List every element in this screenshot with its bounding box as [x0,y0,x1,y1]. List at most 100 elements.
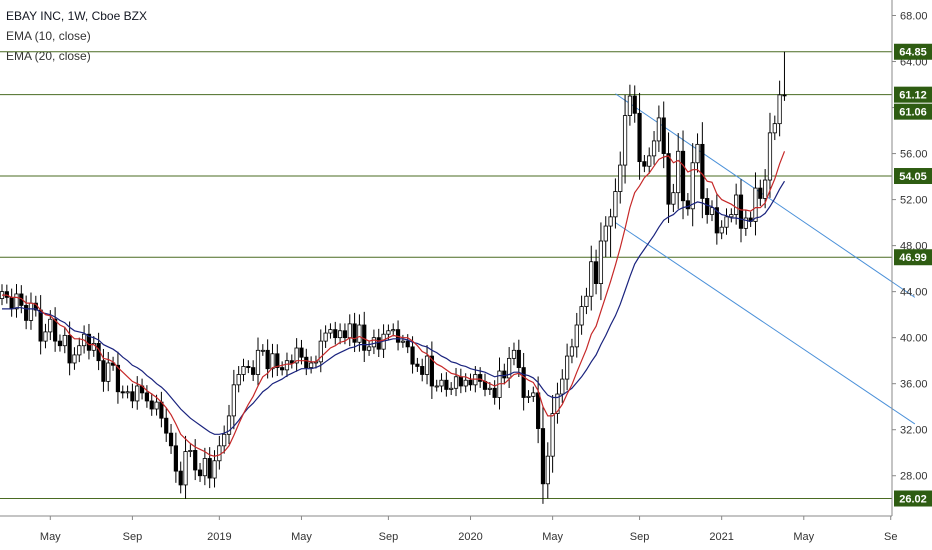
candle-up [724,216,729,228]
candle-down [168,432,174,447]
horizontal-levels[interactable] [0,51,892,500]
channel-lines[interactable] [615,93,916,425]
candle-up [487,387,492,390]
time-tick-label: 2020 [458,531,482,543]
candle-up [647,155,652,167]
candle-down [178,470,183,486]
candle-up [763,179,768,199]
ema10-label[interactable]: EMA (10, close) [6,29,91,43]
candle-up [709,207,715,215]
time-tick-label: Sep [379,531,399,543]
candle-up [241,366,246,375]
candle-down [680,150,686,202]
candle-down [521,367,526,398]
candle-down [342,330,348,339]
candle-down [352,323,357,343]
candle-down [9,296,14,310]
candle-down [405,340,410,348]
channel-lower-line [615,222,916,425]
candle-down [685,200,690,210]
candle-up [260,349,265,352]
candle-up [106,362,111,382]
candle-up [43,331,48,342]
level-badge-bg [894,43,932,60]
candle-down [67,334,72,364]
candle-down [144,392,149,402]
candle-up [584,295,589,307]
candle-up [550,413,555,457]
candle-down [502,370,507,379]
candle-down [24,305,29,321]
candle-up [371,337,377,348]
candle-up [777,94,782,125]
candle-down [666,153,671,205]
candle-up [767,132,773,181]
candle-down [289,360,294,364]
candle-up [772,123,777,134]
candle-down [593,261,599,284]
candle-up [226,415,232,435]
level-badge-bg [894,490,932,507]
level-badge: 61.12 [899,90,927,102]
symbol-title[interactable]: EBAY INC, 1W, Cboe BZX [6,9,147,23]
candle-down [758,187,763,199]
candle-down [661,117,666,154]
candle-up [676,150,681,194]
candle-up [424,355,430,375]
candle-up [154,401,159,410]
candle-up [323,332,328,342]
candle-up [270,353,275,370]
price-badges: 64.85 61.12 54.05 46.99 26.02 61.06 [894,43,932,507]
candle-up [202,458,207,477]
chart-legend: EBAY INC, 1W, Cboe BZX EMA (10, close) E… [6,6,147,66]
ema20-line [2,180,786,435]
candle-up [608,216,613,227]
last-price-badge-bg [894,103,932,120]
price-tick-label: 32.00 [900,425,928,437]
candle-down [410,346,415,365]
candle-up [734,194,739,215]
candle-down [642,161,647,167]
level-badge: 26.02 [899,494,927,506]
candle-up [62,334,67,347]
candle-down [458,376,463,387]
level-badge: 46.99 [899,252,927,264]
candle-down [115,364,121,393]
candle-up [531,392,536,397]
candle-up [284,360,290,371]
candle-up [318,340,323,363]
time-tick-label: May [291,531,312,543]
candle-down [782,94,787,97]
candle-up [651,140,657,157]
candle-up [453,376,459,389]
candle-up [434,385,439,388]
candle-up [743,217,748,229]
candle-up [77,345,82,356]
candle-down [420,366,425,375]
candle-up [217,445,222,462]
time-tick-label: Se [884,531,897,543]
candle-down [536,392,541,429]
candle-down [38,309,43,342]
candle-down [478,374,483,382]
candle-up [366,346,372,351]
price-tick-label: 28.00 [900,471,928,483]
candle-up [337,330,343,339]
candle-up [347,323,352,339]
candle-up [309,362,314,368]
candle-down [57,340,63,347]
candle-down [700,143,705,199]
candle-down [516,349,521,368]
candle-down [173,445,178,472]
ema20-label[interactable]: EMA (20, close) [6,49,91,63]
candle-up [569,346,575,357]
candle-up [511,349,517,359]
candle-down [53,318,58,342]
price-tick-label: 56.00 [900,149,928,161]
candle-up [231,384,236,417]
candle-down [304,356,309,368]
candle-down [333,329,338,339]
candle-up [463,379,468,387]
